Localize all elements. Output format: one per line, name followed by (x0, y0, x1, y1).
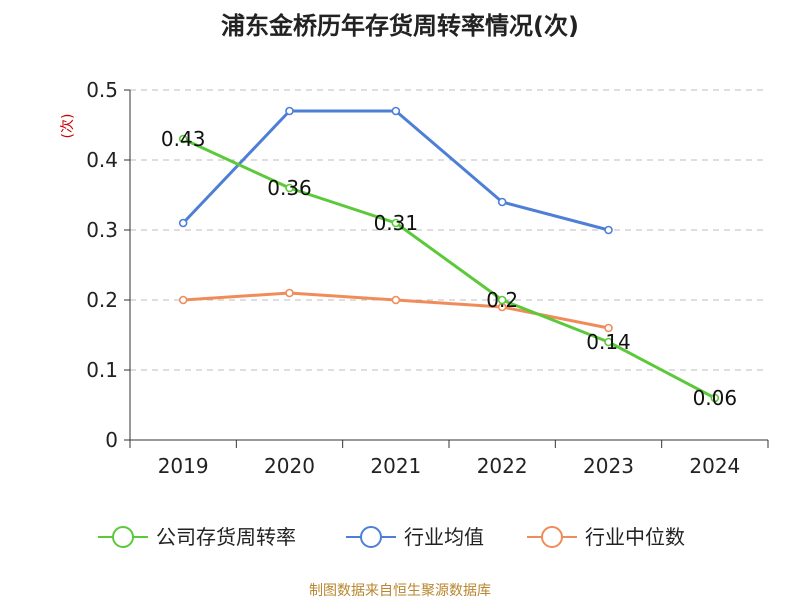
series-line-0 (182, 137, 716, 400)
x-tick-label-2022: 2022 (477, 454, 528, 478)
series-0: 0.43 0.36 0.31 0.2 0.14 0.06 (161, 127, 737, 410)
legend-label-1: 行业均值 (404, 525, 484, 549)
chart-title: 浦东金桥历年存货周转率情况(次) (221, 12, 579, 40)
point-2-2021 (391, 295, 401, 305)
legend: 公司存货周转率 行业均值 行业中位数 (98, 525, 685, 549)
y-tick-label-5: 0.5 (86, 78, 118, 102)
legend-item-0: 公司存货周转率 (98, 525, 296, 549)
data-label-2021: 0.31 (374, 211, 419, 235)
legend-item-1: 行业均值 (346, 525, 484, 549)
legend-marker-2 (541, 526, 563, 548)
legend-label-0: 公司存货周转率 (156, 525, 296, 549)
point-0-2022 (497, 295, 507, 305)
data-label-2022: 0.2 (486, 288, 518, 312)
x-tick-labels: 2019 2020 2021 2022 2023 2024 (158, 454, 741, 478)
point-1-2020 (285, 106, 294, 116)
point-1-2021 (391, 106, 401, 116)
point-1-2019 (178, 218, 188, 228)
x-tick-label-2021: 2021 (370, 454, 421, 478)
source-note: 制图数据来自恒生聚源数据库 (309, 583, 491, 599)
legend-marker-1 (360, 526, 382, 548)
point-1-2022 (497, 197, 507, 207)
x-tick-label-2024: 2024 (689, 454, 740, 478)
legend-label-2: 行业中位数 (585, 525, 685, 549)
legend-item-2: 行业中位数 (527, 525, 685, 549)
point-2-2020 (285, 288, 294, 298)
series-layer: 0.43 0.36 0.31 0.2 0.14 0.06 (161, 106, 737, 410)
series-1 (178, 106, 613, 235)
point-2-2023 (604, 323, 613, 333)
data-label-2024: 0.06 (693, 386, 738, 410)
series-2 (178, 288, 613, 333)
point-0-2020 (285, 183, 294, 193)
y-tick-label-0: 0 (105, 428, 118, 452)
x-tick-label-2020: 2020 (264, 454, 315, 478)
axes (124, 89, 769, 448)
x-tick-label-2019: 2019 (158, 454, 209, 478)
y-tick-label-4: 0.4 (86, 148, 118, 172)
x-tick-label-2023: 2023 (583, 454, 634, 478)
y-tick-label-2: 0.2 (86, 288, 118, 312)
point-0-2019 (178, 134, 188, 144)
y-tick-labels: 0 0.1 0.2 0.3 0.4 0.5 (86, 78, 118, 452)
data-label-2020: 0.36 (267, 176, 312, 200)
y-tick-label-1: 0.1 (86, 358, 118, 382)
y-axis-unit: (次) (60, 114, 76, 139)
point-2-2019 (178, 295, 188, 305)
data-label-2023: 0.14 (586, 330, 631, 354)
point-0-2023 (604, 337, 613, 347)
y-tick-label-3: 0.3 (86, 218, 118, 242)
gridlines (130, 89, 768, 371)
point-0-2021 (391, 218, 401, 228)
legend-marker-0 (112, 526, 134, 548)
point-0-2024 (710, 393, 720, 403)
data-label-2019: 0.43 (161, 127, 206, 151)
point-1-2023 (604, 225, 613, 235)
